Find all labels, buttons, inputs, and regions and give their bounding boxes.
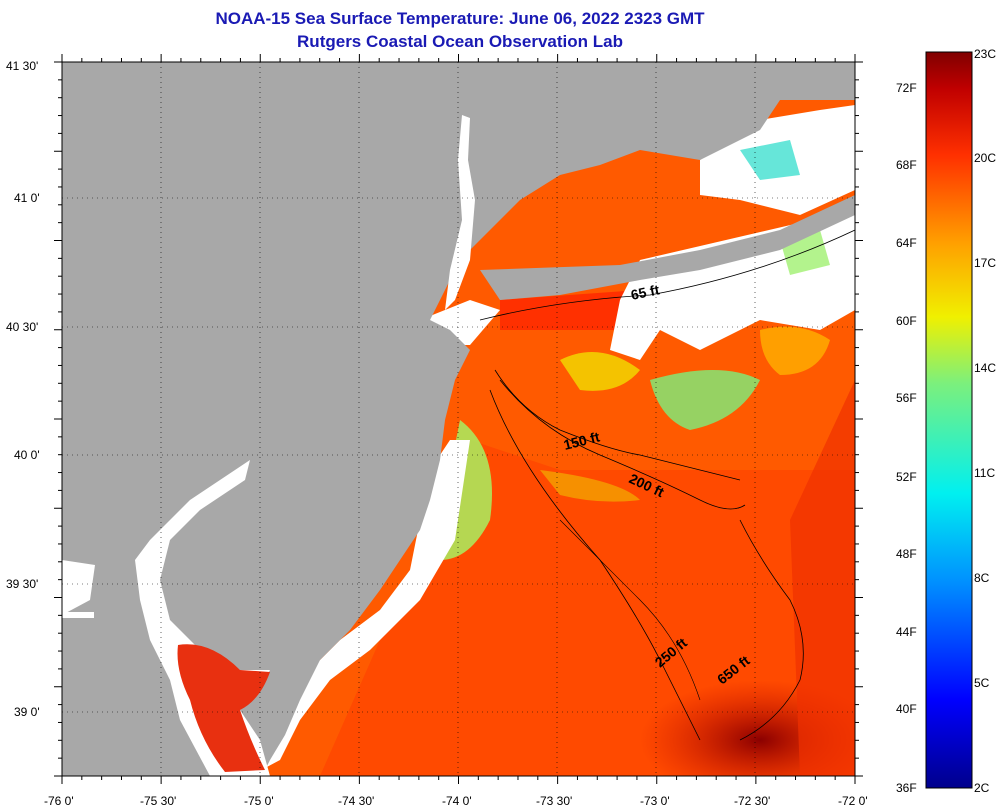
contour-200ft-line [499,379,746,510]
chesapeake-strip [62,612,94,618]
contour-150ft-line [494,369,741,481]
colorbar-c-label: 5C [974,676,990,690]
colorbar-f-label: 52F [896,470,917,484]
lat-label: 39 0' [14,705,40,719]
lon-label: -73 0' [640,794,670,808]
colorbar-f-label: 68F [896,158,917,172]
hudson-river [445,115,475,310]
lat-label: 40 0' [14,448,40,462]
colorbar-c-label: 2C [974,781,990,795]
cool-patch-mid [540,470,640,502]
map-area [62,62,855,776]
lon-label: -72 0' [838,794,868,808]
contour-65ft-line [479,229,855,321]
contour-label-65ft: 65 ft [629,281,661,303]
colorbar [925,51,973,789]
title-line-1: NOAA-15 Sea Surface Temperature: June 06… [215,9,705,28]
contour-minor-line [559,519,701,701]
colorbar-c-label: 17C [974,256,996,270]
colorbar-f-label: 64F [896,236,917,250]
cool-patch-northeast [650,370,760,430]
colorbar-c-label: 23C [974,47,996,61]
lon-label: -74 30' [338,794,374,808]
colorbar-f-label: 60F [896,314,917,328]
contour-250ft-line [489,389,701,741]
lon-label: -74 0' [442,794,472,808]
colorbar-c-label: 8C [974,571,990,585]
colorbar-c-label: 14C [974,361,996,375]
colorbar-f-label: 40F [896,702,917,716]
cloud-gap-cyan [740,140,800,180]
lat-label: 41 30' [6,59,38,73]
cool-patch-hudson [560,352,640,391]
colorbar-c-label: 20C [974,151,996,165]
lat-label: 39 30' [6,577,38,591]
title-line-2: Rutgers Coastal Ocean Observation Lab [297,32,623,51]
lon-label: -75 30' [140,794,176,808]
colorbar-f-label: 36F [896,781,917,795]
warm-strip-li [500,290,640,330]
colorbar-c-label: 11C [974,466,995,480]
colorbar-f-label: 44F [896,625,917,639]
graticule [62,62,855,776]
lon-label: -72 30' [734,794,770,808]
land-long-island [480,195,855,300]
lon-label: -76 0' [44,794,74,808]
lat-label: 40 30' [6,320,38,334]
ocean-sst-east [790,380,855,776]
colorbar-f-label: 56F [896,391,917,405]
delaware-bay-sst [177,644,270,772]
lon-label: -75 0' [244,794,274,808]
lat-label: 41 0' [14,191,40,205]
colorbar-f-label: 72F [896,81,917,95]
cool-patch-east [760,326,830,375]
contour-650ft-line [739,519,804,741]
chesapeake-cloud [62,560,95,615]
colorbar-f-label: 48F [896,547,917,561]
axis-ticks [54,54,863,784]
lon-label: -73 30' [536,794,572,808]
